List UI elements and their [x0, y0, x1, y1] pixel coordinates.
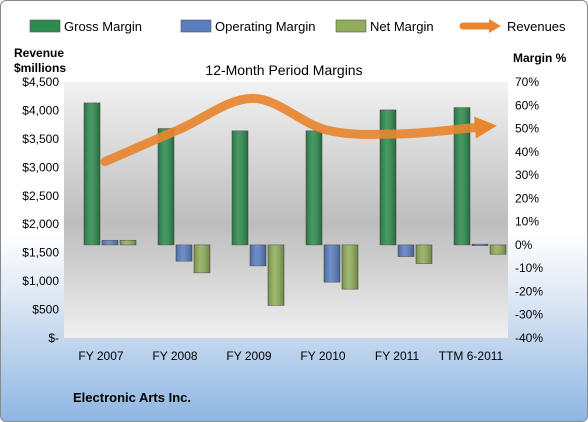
left-tick-label: $1,000	[22, 274, 59, 288]
right-axis-title: Margin %	[513, 51, 567, 65]
gross-margin-bar-shade	[306, 130, 322, 245]
gross-margin-bar-shade	[84, 102, 100, 245]
gross-margin-bar-shade	[158, 128, 174, 245]
net-margin-bar-shade	[342, 244, 358, 290]
revenue-line	[100, 93, 497, 167]
right-tick-label: -40%	[515, 331, 543, 345]
gross-margin-bar-shade	[454, 107, 470, 245]
legend-swatch	[335, 19, 367, 33]
legend-swatch	[180, 19, 212, 33]
net-margin-bar-shade	[268, 244, 284, 306]
net-margin-bar-shade	[194, 244, 210, 273]
plot-area	[64, 82, 508, 338]
legend-swatch	[29, 19, 61, 33]
net-margin-bar-shade	[416, 244, 432, 264]
operating-margin-bar-shade	[176, 244, 192, 262]
revenue-line-path	[100, 93, 480, 167]
gross-margin-bar-shade	[380, 109, 396, 245]
legend-label: Operating Margin	[215, 19, 315, 34]
left-axis-title-line1: Revenue	[14, 46, 64, 60]
net-margin-bar-shade	[120, 240, 136, 245]
left-axis: $- $500 $1,000 $1,500 $2,000 $2,500 $3,000 $3,5…	[22, 75, 59, 345]
operating-margin-bar-shade	[250, 244, 266, 266]
left-tick-label: $1,500	[22, 246, 59, 260]
left-tick-label: $4,000	[22, 103, 59, 117]
right-tick-label: 0%	[515, 238, 533, 252]
operating-margin-bar-shade	[398, 244, 414, 257]
right-tick-label: 10%	[515, 215, 539, 229]
right-tick-label: -10%	[515, 261, 543, 275]
company-name: Electronic Arts Inc.	[73, 390, 191, 405]
right-tick-label: 70%	[515, 75, 539, 89]
right-tick-label: -20%	[515, 284, 543, 298]
category-axis: FY 2007 FY 2008 FY 2009 FY 2010 FY 2011 TTM 6…	[78, 349, 503, 363]
operating-margin-bar-shade	[472, 244, 488, 246]
chart-title: 12-Month Period Margins	[205, 62, 362, 78]
category-label: FY 2008	[152, 349, 197, 363]
legend-arrow-swatch	[489, 19, 501, 33]
right-tick-label: 30%	[515, 168, 539, 182]
category-label: FY 2007	[78, 349, 123, 363]
right-axis: -40% -30% -20% -10% 0% 10% 20% 30% 40% 50% 60% 70%	[515, 75, 543, 345]
category-label: FY 2010	[300, 349, 345, 363]
left-axis-title-line2: $millions	[14, 61, 66, 75]
right-tick-label: 40%	[515, 145, 539, 159]
category-label: FY 2011	[375, 349, 420, 363]
net-margin-bar-shade	[490, 244, 506, 255]
legend-label: Gross Margin	[64, 19, 142, 34]
left-tick-label: $3,000	[22, 160, 59, 174]
left-tick-label: $2,000	[22, 217, 59, 231]
bar-series	[83, 102, 507, 306]
category-label: TTM 6-2011	[439, 349, 504, 363]
left-tick-label: $3,500	[22, 132, 59, 146]
revenue-arrowhead	[474, 116, 497, 139]
right-tick-label: 20%	[515, 191, 539, 205]
legend: Gross Margin Operating Margin Net Margin Re…	[29, 19, 566, 34]
legend-label: Revenues	[507, 19, 566, 34]
left-tick-label: $2,500	[22, 189, 59, 203]
right-tick-label: 50%	[515, 122, 539, 136]
right-tick-label: -30%	[515, 308, 543, 322]
left-tick-label: $-	[48, 331, 59, 345]
operating-margin-bar-shade	[324, 244, 340, 283]
gross-margin-bar-shade	[232, 130, 248, 245]
left-tick-label: $500	[32, 303, 59, 317]
category-label: FY 2009	[226, 349, 271, 363]
legend-label: Net Margin	[370, 19, 434, 34]
right-tick-label: 60%	[515, 98, 539, 112]
operating-margin-bar-shade	[102, 240, 118, 245]
left-tick-label: $4,500	[22, 75, 59, 89]
